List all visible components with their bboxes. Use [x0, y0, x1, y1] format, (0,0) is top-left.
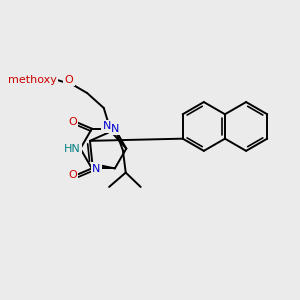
Text: N: N [103, 122, 111, 131]
Text: HN: HN [64, 144, 80, 154]
Text: O: O [68, 117, 77, 128]
Text: methoxy: methoxy [8, 75, 57, 85]
Text: O: O [68, 170, 77, 180]
Text: O: O [64, 75, 73, 85]
Text: N: N [92, 164, 101, 174]
Text: N: N [111, 124, 119, 134]
